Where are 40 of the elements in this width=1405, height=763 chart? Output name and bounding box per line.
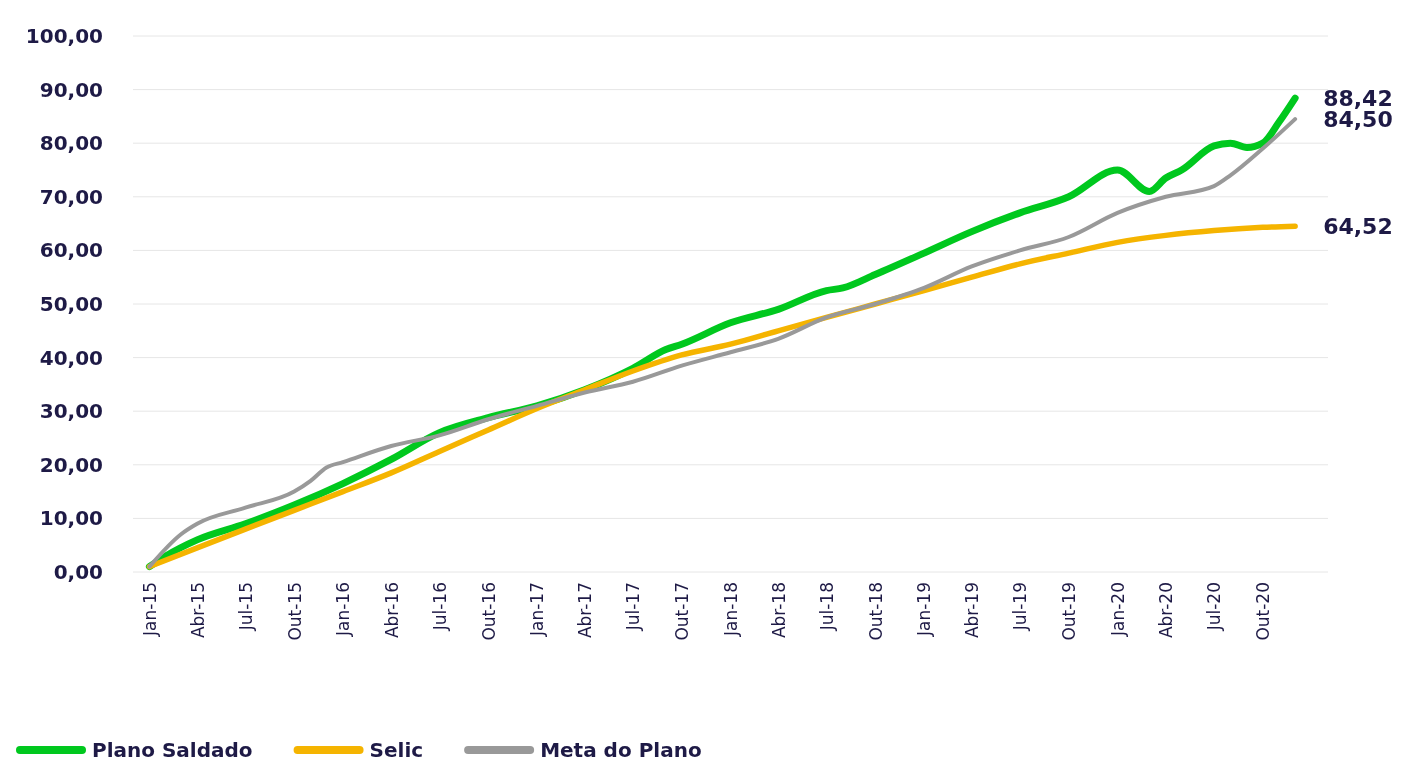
y-tick-label: 10,00: [39, 506, 103, 531]
legend-label: Plano Saldado: [92, 738, 253, 762]
x-tick-label: Jul-19: [1010, 582, 1031, 632]
x-tick-label: Abr-18: [768, 582, 789, 639]
y-tick-label: 0,00: [53, 559, 103, 584]
x-tick-label: Abr-20: [1156, 582, 1177, 639]
y-tick-label: 30,00: [39, 399, 103, 424]
x-tick-label: Jan-18: [720, 582, 741, 637]
x-tick-label: Out-17: [672, 582, 693, 641]
x-tick-label: Out-15: [284, 582, 305, 641]
y-tick-label: 90,00: [39, 77, 103, 102]
x-tick-label: Jul-18: [816, 582, 837, 632]
x-tick-label: Jan-17: [527, 582, 548, 637]
y-tick-label: 70,00: [39, 184, 103, 209]
x-tick-label: Out-16: [478, 582, 499, 641]
x-tick-label: Out-19: [1059, 582, 1080, 641]
y-tick-label: 60,00: [39, 238, 103, 263]
x-tick-label: Jul-20: [1204, 582, 1225, 632]
x-tick-label: Out-20: [1253, 582, 1274, 641]
x-tick-label: Abr-15: [187, 582, 208, 639]
x-tick-label: Jul-15: [235, 582, 256, 632]
x-tick-label: Out-18: [865, 582, 886, 641]
x-tick-label: Jul-17: [623, 582, 644, 632]
y-tick-label: 40,00: [39, 345, 103, 370]
x-tick-label: Jan-16: [333, 582, 354, 637]
y-tick-label: 100,00: [25, 23, 103, 48]
y-tick-label: 80,00: [39, 131, 103, 156]
x-tick-label: Abr-16: [381, 582, 402, 639]
x-tick-label: Jan-20: [1107, 582, 1128, 637]
legend-label: Selic: [369, 738, 424, 762]
data-label: 64,52: [1323, 213, 1393, 239]
x-tick-label: Jan-19: [914, 582, 935, 637]
x-tick-label: Jul-16: [429, 582, 450, 632]
x-tick-label: Jan-15: [139, 582, 160, 637]
y-tick-label: 20,00: [39, 452, 103, 477]
x-tick-label: Abr-17: [575, 582, 596, 639]
y-tick-label: 50,00: [39, 291, 103, 316]
x-tick-label: Abr-19: [962, 582, 983, 639]
legend-label: Meta do Plano: [540, 738, 702, 762]
data-label: 88,42: [1323, 85, 1393, 111]
